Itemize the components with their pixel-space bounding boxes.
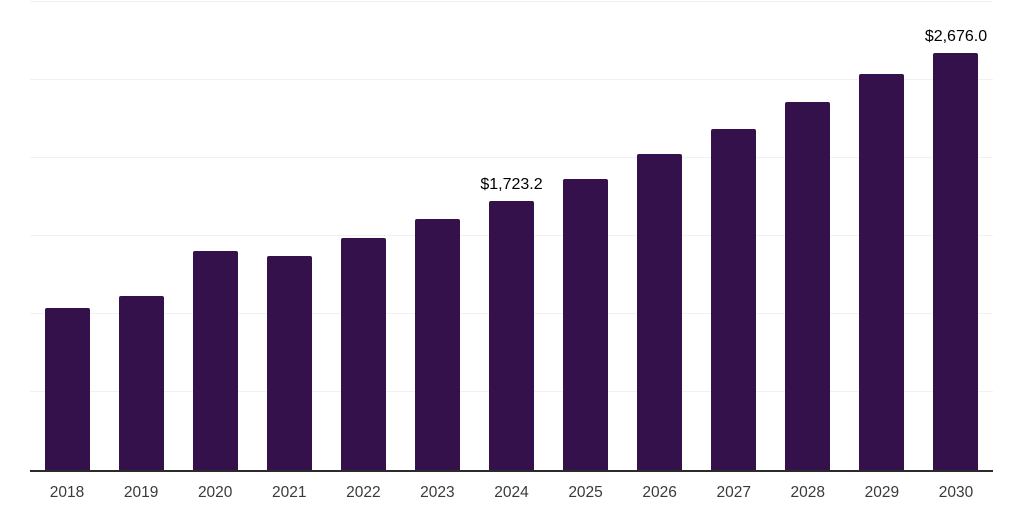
bar-2029 — [859, 73, 905, 470]
bar-2018 — [44, 307, 90, 470]
bar-2021 — [266, 255, 312, 470]
bar-2026 — [637, 153, 683, 470]
x-tick-label-2027: 2027 — [716, 484, 751, 501]
x-tick-label-2023: 2023 — [420, 484, 455, 501]
bar-2023 — [414, 218, 460, 470]
x-axis-labels: 2018 2019 2020 2021 2022 2023 2024 2025 2026 2027… — [30, 485, 993, 509]
plot-area: $1,723.2 $2,676.0 — [30, 1, 993, 470]
bar-value-label-2030: $2,676.0 — [924, 27, 988, 45]
x-tick-label-2019: 2019 — [123, 484, 159, 501]
x-tick-label-2020: 2020 — [197, 484, 233, 501]
bar-2027 — [711, 128, 757, 470]
gridline-2500 — [30, 79, 993, 80]
x-tick-label-2026: 2026 — [642, 484, 677, 501]
x-tick-label-2025: 2025 — [568, 484, 603, 501]
x-tick-label-2021: 2021 — [272, 484, 307, 501]
bar-2030 — [933, 52, 979, 470]
gridline-2000 — [30, 157, 993, 158]
x-tick-label-2024: 2024 — [494, 484, 529, 501]
bar-value-label-2024: $1,723.2 — [480, 176, 543, 194]
bar-2025 — [563, 179, 609, 470]
bar-2019 — [118, 295, 164, 470]
x-tick-label-2028: 2028 — [790, 484, 826, 501]
x-tick-label-2029: 2029 — [864, 484, 900, 501]
x-tick-label-2030: 2030 — [938, 484, 974, 501]
gridline-3000 — [30, 1, 993, 2]
bar-2028 — [785, 102, 831, 470]
bar-2022 — [340, 237, 386, 470]
bar-2024 — [489, 201, 534, 470]
x-axis-line — [30, 470, 993, 472]
x-tick-label-2022: 2022 — [346, 484, 381, 501]
x-tick-label-2018: 2018 — [49, 484, 85, 501]
bar-2020 — [192, 251, 238, 470]
